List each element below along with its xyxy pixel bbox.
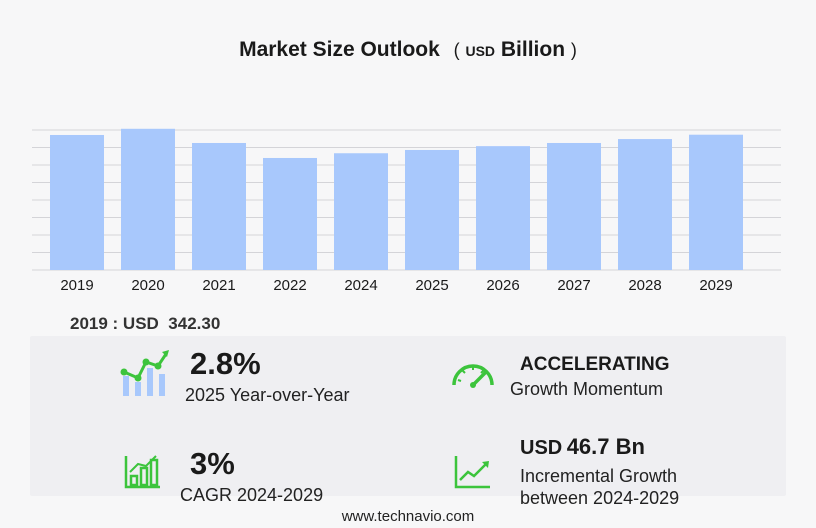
footer-url[interactable]: www.technavio.com	[341, 508, 475, 525]
x-axis-ticks: 2019 2020 2021 2022 2024 2025 2026 2027 2028 2029	[60, 277, 732, 294]
kpi-yoy-caption: 2025 Year-over-Year	[185, 384, 349, 406]
kpi-yoy-value: 2.8%	[190, 346, 261, 381]
base-year-value: 2019 : USD 342.30	[70, 314, 220, 334]
bar-2024	[334, 153, 388, 270]
x-tick-2019: 2019	[60, 277, 93, 294]
unit-close-paren: )	[570, 40, 577, 60]
kpi-momentum-label: Growth Momentum	[510, 379, 664, 399]
chart-bars	[50, 128, 743, 270]
kpi-momentum-value: ACCELERATING	[520, 354, 670, 375]
kpi-cagr-value: 3%	[190, 446, 235, 481]
bar-2020	[121, 128, 175, 270]
unit-prefix: USD	[465, 43, 496, 59]
bar-2021	[192, 142, 246, 270]
kpi-incremental-prefix: USD	[520, 437, 563, 459]
kpi-momentum-caption: Growth Momentum	[510, 378, 663, 400]
unit-word: Billion	[500, 38, 566, 61]
x-tick-2027: 2027	[557, 277, 590, 294]
x-tick-2025: 2025	[415, 277, 448, 294]
bar-trend-icon	[120, 350, 169, 396]
bar-chart-icon	[124, 455, 160, 489]
bar-2022	[263, 157, 317, 270]
x-tick-2024: 2024	[344, 277, 377, 294]
x-tick-2020: 2020	[131, 277, 164, 294]
chart-title-text: Market Size Outlook	[239, 38, 440, 61]
unit-open-paren: (	[453, 40, 460, 60]
bar-2028	[618, 139, 672, 270]
kpi-incremental-label-1: Incremental Growth	[520, 466, 678, 486]
kpi-incremental-value: 46.7 Bn	[566, 434, 645, 459]
kpi-incremental-label-2: between 2024-2029	[520, 488, 680, 508]
speedometer-icon	[452, 364, 494, 388]
kpi-cagr: 3%	[190, 448, 235, 479]
kpi-incremental-caption: Incremental Growth between 2024-2029	[520, 465, 679, 509]
chart-title: Market Size Outlook ( USD Billion )	[0, 38, 816, 62]
x-tick-2026: 2026	[486, 277, 519, 294]
bar-2029	[689, 134, 743, 270]
x-tick-2021: 2021	[202, 277, 235, 294]
kpi-incremental: USD 46.7 Bn	[520, 436, 645, 460]
x-tick-2022: 2022	[273, 277, 306, 294]
bar-chart: 2019 2020 2021 2022 2024 2025 2026 2027 2028 2029	[32, 128, 781, 294]
bar-2026	[476, 146, 530, 270]
line-trend-icon	[454, 456, 490, 489]
x-tick-2029: 2029	[699, 277, 732, 294]
bar-2019	[50, 134, 104, 270]
base-year-label: 2019 : USD	[70, 314, 159, 333]
kpi-cagr-caption: CAGR 2024-2029	[180, 484, 323, 506]
x-tick-2028: 2028	[628, 277, 661, 294]
kpi-yoy: 2.8%	[190, 348, 261, 379]
base-year-amount: 342.30	[168, 314, 221, 333]
bar-2025	[405, 149, 459, 270]
kpi-momentum: ACCELERATING	[520, 354, 670, 376]
kpi-cagr-label: CAGR 2024-2029	[180, 485, 324, 505]
kpi-yoy-label: 2025 Year-over-Year	[185, 385, 350, 405]
chart-unit: ( USD Billion )	[454, 38, 577, 61]
bar-2027	[547, 142, 601, 270]
